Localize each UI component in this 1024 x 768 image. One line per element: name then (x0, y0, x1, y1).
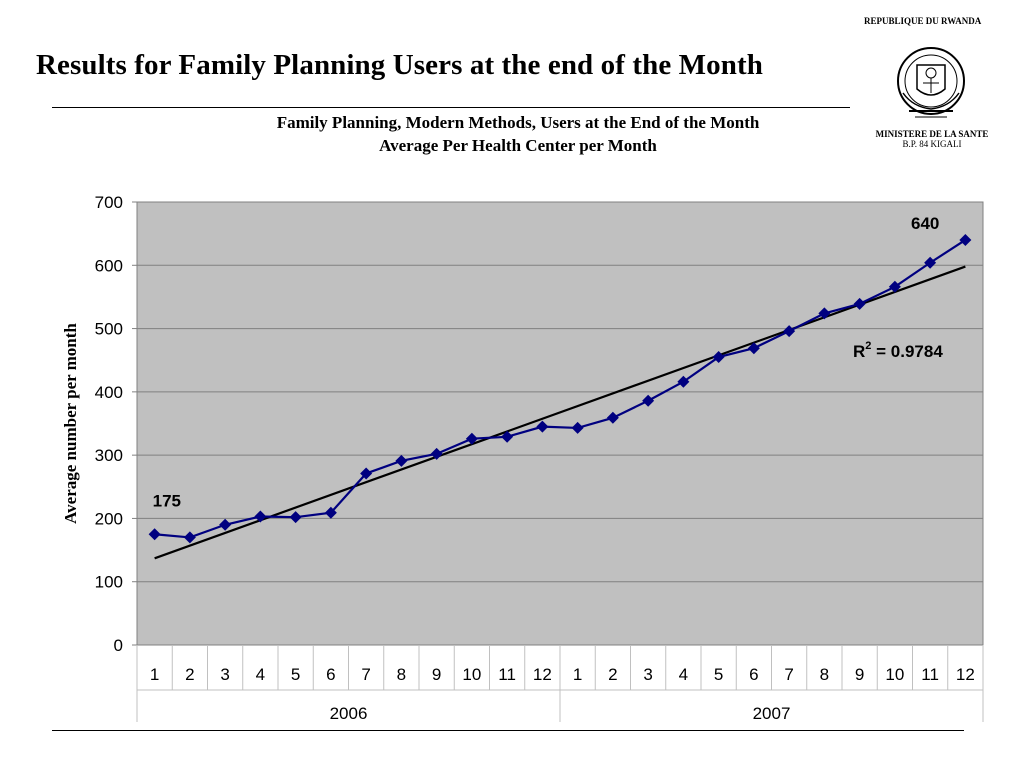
data-point (924, 256, 937, 269)
x-tick-label: 4 (256, 665, 265, 684)
y-tick-label: 400 (95, 383, 123, 402)
data-point (606, 411, 619, 424)
x-tick-label: 3 (220, 665, 229, 684)
y-tick-label: 500 (95, 320, 123, 339)
data-point (888, 280, 901, 293)
data-point (465, 432, 478, 445)
x-tick-label: 4 (679, 665, 688, 684)
x-tick-label: 2 (608, 665, 617, 684)
x-tick-label: 11 (921, 665, 939, 684)
r-squared-label: R2 = 0.9784 (853, 340, 943, 361)
data-point (818, 307, 831, 320)
x-tick-label: 1 (150, 665, 159, 684)
x-tick-label: 2 (185, 665, 194, 684)
x-tick-label: 6 (749, 665, 758, 684)
x-year-label: 2006 (330, 704, 368, 723)
y-tick-label: 100 (95, 573, 123, 592)
data-point (853, 297, 866, 310)
country-header: REPUBLIQUE DU RWANDA (864, 16, 982, 26)
y-axis-label: Average number per month (61, 323, 80, 524)
data-label: 640 (911, 214, 939, 233)
data-point (501, 430, 514, 443)
x-tick-label: 11 (498, 665, 516, 684)
x-tick-label: 12 (956, 665, 975, 684)
x-tick-label: 7 (361, 665, 370, 684)
ministry-address: B.P. 84 KIGALI (902, 139, 962, 149)
rwanda-coat-of-arms-icon (897, 47, 965, 118)
footer-divider (52, 730, 964, 731)
plot-area (136, 201, 984, 646)
trendline (154, 265, 966, 560)
x-tick-label: 1 (573, 665, 582, 684)
data-point (148, 528, 161, 541)
chart-subtitle: Average Per Health Center per Month (379, 136, 657, 155)
chart-title-block: Family Planning, Modern Methods, Users a… (138, 111, 898, 157)
y-tick-label: 300 (95, 446, 123, 465)
chart-title: Family Planning, Modern Methods, Users a… (276, 113, 760, 132)
y-tick-label: 700 (95, 193, 123, 212)
x-tick-label: 5 (291, 665, 300, 684)
x-tick-label: 10 (885, 665, 904, 684)
data-point (677, 375, 690, 388)
y-tick-label: 600 (95, 256, 123, 275)
data-point (959, 233, 972, 246)
x-tick-label: 6 (326, 665, 335, 684)
slide-title: Results for Family Planning Users at the… (36, 49, 763, 81)
data-point (289, 511, 302, 524)
x-tick-label: 10 (462, 665, 481, 684)
y-tick-label: 200 (95, 509, 123, 528)
data-point (395, 454, 408, 467)
x-tick-label: 8 (820, 665, 829, 684)
x-tick-label: 7 (784, 665, 793, 684)
data-point (747, 342, 760, 355)
ministry-name: MINISTERE DE LA SANTE (875, 129, 989, 139)
x-tick-label: 9 (855, 665, 864, 684)
y-tick-label: 0 (114, 636, 123, 655)
ministry-block: MINISTERE DE LA SANTE B.P. 84 KIGALI (868, 129, 996, 149)
data-point (254, 510, 267, 523)
data-point (712, 351, 725, 364)
data-point (324, 506, 337, 519)
data-point (183, 531, 196, 544)
data-point (642, 394, 655, 407)
data-point (219, 518, 232, 531)
data-label: 175 (153, 491, 181, 510)
x-tick-label: 9 (432, 665, 441, 684)
data-point (783, 325, 796, 338)
x-tick-label: 12 (533, 665, 552, 684)
x-tick-label: 5 (714, 665, 723, 684)
x-year-label: 2007 (753, 704, 791, 723)
data-point (536, 420, 549, 433)
x-tick-label: 8 (397, 665, 406, 684)
data-point (571, 421, 584, 434)
x-tick-label: 3 (643, 665, 652, 684)
data-point (360, 467, 373, 480)
title-divider (52, 107, 850, 108)
data-point (430, 447, 443, 460)
